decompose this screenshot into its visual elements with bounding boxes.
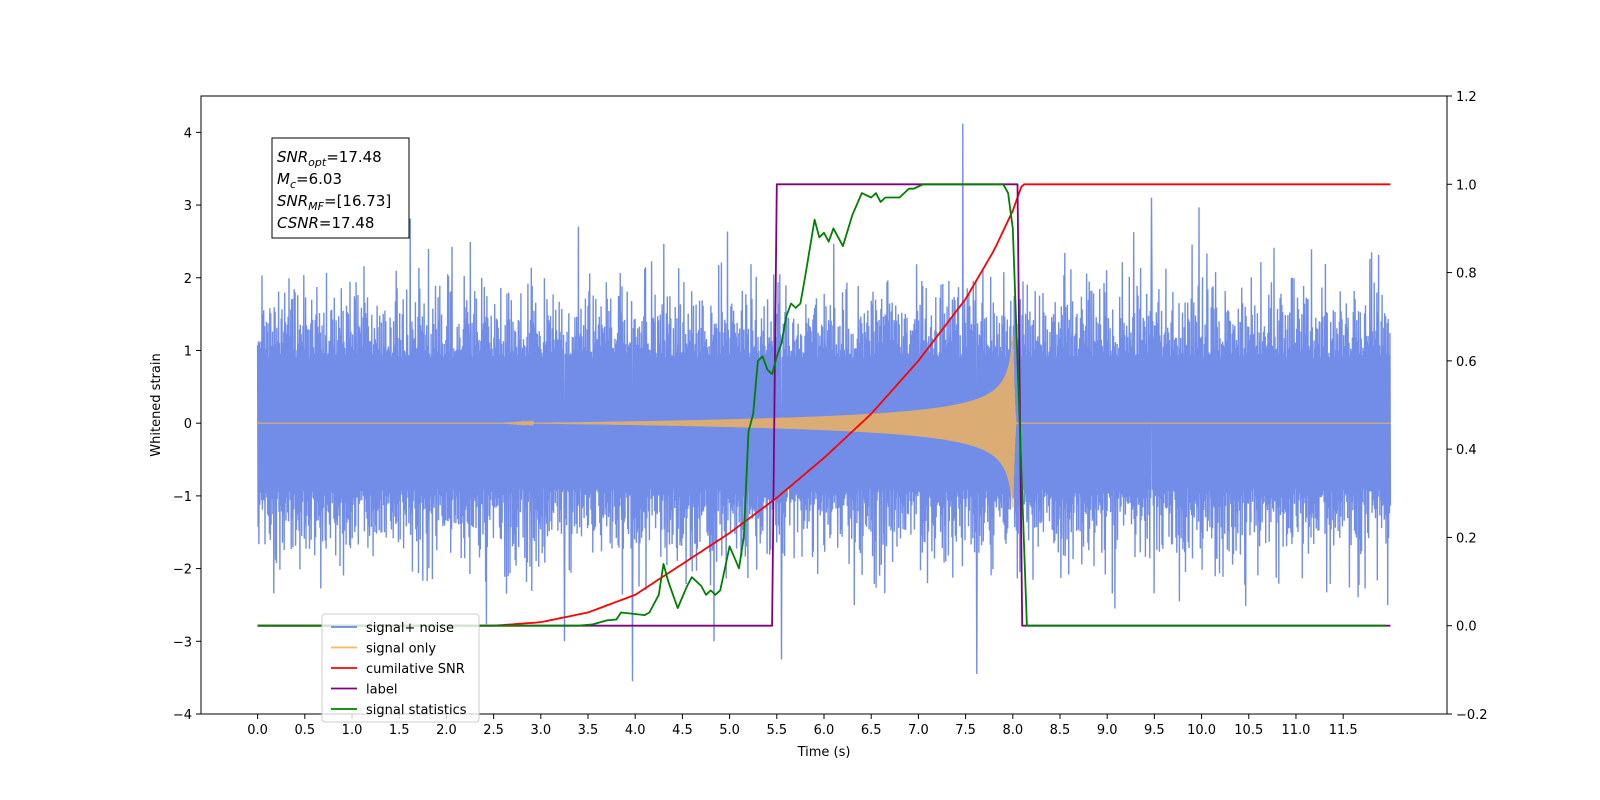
x-tick-label: 11.5: [1329, 723, 1358, 738]
x-tick-label: 0.0: [247, 723, 268, 738]
y-tick-left-label: 1: [184, 344, 192, 359]
x-tick-label: 9.0: [1097, 723, 1118, 738]
series-signal-only-line: [503, 335, 1023, 508]
y-axis-label: Whitened strain: [149, 353, 164, 456]
y-tick-left-label: 3: [184, 199, 192, 214]
annotation-line: Mc=6.03: [277, 170, 342, 191]
y-tick-left-label: −4: [173, 708, 192, 723]
x-tick-label: 0.5: [294, 723, 315, 738]
x-tick-label: 9.5: [1144, 723, 1165, 738]
y-tick-left-label: −2: [173, 563, 192, 578]
x-tick-label: 1.5: [389, 723, 410, 738]
y-tick-left-label: 0: [184, 417, 192, 432]
x-tick-label: 4.5: [672, 723, 693, 738]
legend-label: signal+ noise: [366, 621, 454, 636]
x-tick-label: 7.0: [908, 723, 929, 738]
x-tick-label: 4.0: [625, 723, 646, 738]
y-tick-right-label: 1.2: [1456, 90, 1477, 105]
y-tick-left-label: 2: [184, 272, 192, 287]
x-tick-label: 8.5: [1050, 723, 1071, 738]
annotation-box: SNRopt=17.48Mc=6.03SNRMF=[16.73]CSNR=17.…: [271, 137, 410, 239]
y-tick-right-label: 0.8: [1456, 267, 1477, 282]
annotation-line: SNRMF=[16.73]: [277, 192, 391, 213]
legend-label: cumilative SNR: [366, 662, 465, 677]
x-tick-label: 3.5: [578, 723, 599, 738]
annotation-line: CSNR=17.48: [277, 214, 374, 232]
series-signal-noise-line: [256, 123, 1392, 682]
legend-label: label: [366, 683, 397, 698]
y-tick-left-label: −1: [173, 490, 192, 505]
axes-layer: 0.0 0.5 1.0 1.5 2.0 2.5 3.0 3.5 4.0 4.5 5.0 5.5 6.0 6…: [173, 90, 1488, 738]
y-tick-right-label: 0.6: [1456, 355, 1477, 370]
legend-label: signal statistics: [366, 703, 467, 718]
legend: signal+ noise signal only cumilative SNR la…: [321, 613, 480, 723]
y-tick-right-label: 0.0: [1456, 620, 1477, 635]
y-tick-right-label: 1.0: [1456, 178, 1477, 193]
x-tick-label: 10.0: [1187, 723, 1216, 738]
x-tick-label: 6.5: [861, 723, 882, 738]
series-signal-statistics-line: [257, 183, 1386, 627]
x-tick-label: 3.0: [530, 723, 551, 738]
series-layer: [256, 123, 1392, 682]
y-tick-right-label: −0.2: [1456, 708, 1488, 723]
y-tick-left-label: −3: [173, 635, 192, 650]
y-tick-right-label: 0.4: [1456, 443, 1477, 458]
y-tick-left-label: 4: [184, 126, 192, 141]
x-tick-label: 6.0: [814, 723, 835, 738]
annotation-line: SNRopt=17.48: [277, 148, 382, 169]
x-tick-label: 5.0: [719, 723, 740, 738]
x-tick-label: 11.0: [1281, 723, 1310, 738]
x-tick-label: 2.5: [483, 723, 504, 738]
x-tick-label: 5.5: [766, 723, 787, 738]
x-tick-label: 1.0: [342, 723, 363, 738]
y-tick-right-label: 0.2: [1456, 531, 1477, 546]
x-axis-label: Time (s): [797, 745, 851, 760]
x-tick-label: 8.0: [1002, 723, 1023, 738]
x-tick-label: 10.5: [1234, 723, 1263, 738]
x-tick-label: 7.5: [955, 723, 976, 738]
x-tick-label: 2.0: [436, 723, 457, 738]
legend-label: signal only: [366, 642, 436, 657]
